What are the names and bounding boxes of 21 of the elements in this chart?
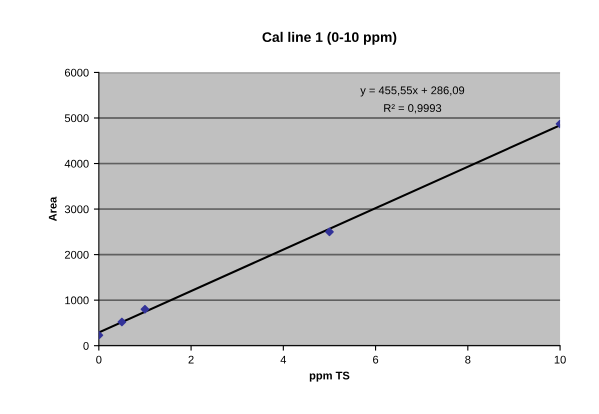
- point: [140, 304, 150, 314]
- point: [118, 318, 126, 326]
- chart-title: Cal line 1 (0-10 ppm): [262, 32, 396, 45]
- annotation: R² = 0,9993: [384, 104, 442, 114]
- point: [325, 227, 334, 236]
- y-tick-label: 2000: [64, 250, 89, 259]
- y-tick-label: 1000: [65, 296, 89, 304]
- x-tick-label: 6: [373, 356, 378, 364]
- y-tick-label: 3000: [64, 205, 89, 214]
- x-tick-label: 8: [465, 356, 470, 364]
- y-tick-label: 4000: [64, 160, 89, 168]
- annotation: y = 455,55x + 286,09: [360, 86, 464, 96]
- y-tick-label: 5000: [64, 114, 89, 122]
- y-axis-title: Area: [48, 196, 57, 222]
- y-tick-label: 6000: [64, 68, 89, 77]
- y-tick-label: 0: [83, 342, 89, 350]
- x-tick-label: 10: [554, 356, 566, 364]
- x-tick-label: 4: [280, 356, 286, 364]
- x-tick-label: 2: [188, 356, 194, 364]
- x-axis-title: ppm TS: [310, 372, 350, 382]
- x-tick-label: 0: [96, 356, 102, 364]
